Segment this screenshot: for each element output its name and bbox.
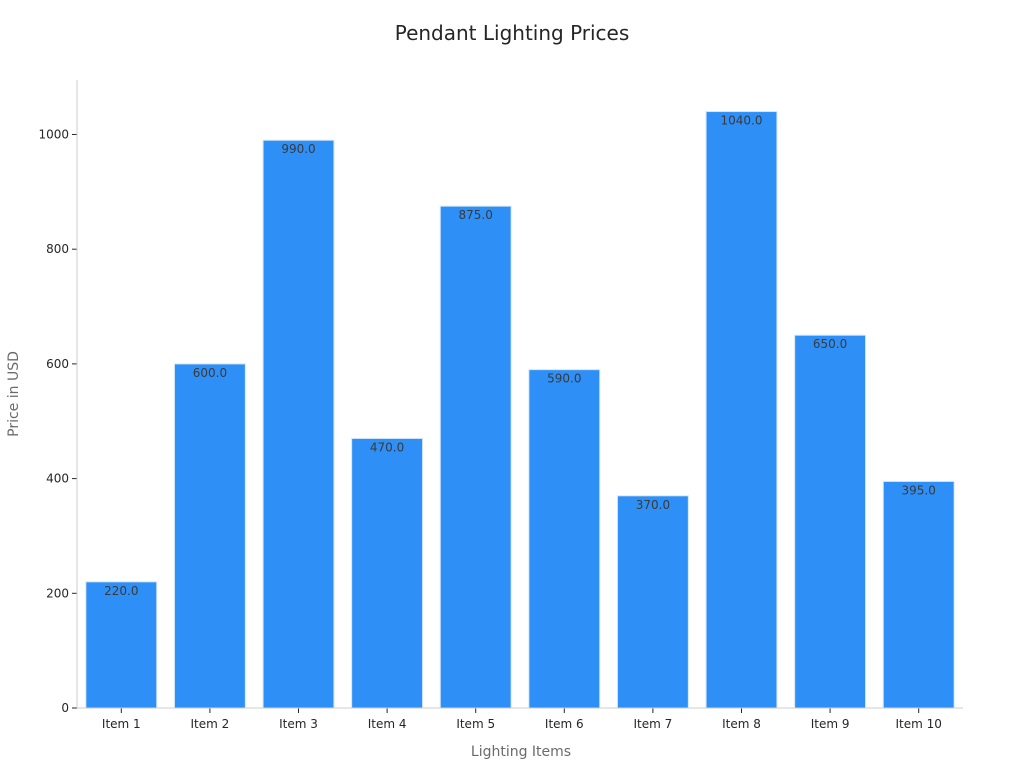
- bar-1: [85, 581, 158, 709]
- bar-2: [173, 363, 246, 709]
- bar-10: [882, 480, 955, 709]
- bar-value-label-7: 370.0: [636, 498, 670, 512]
- y-tick-label-5: 1000: [38, 127, 69, 141]
- bar-8: [705, 111, 778, 709]
- x-tick-label-3: Item 3: [279, 717, 318, 731]
- chart-title: Pendant Lighting Prices: [395, 21, 630, 45]
- y-ticks-group: 0 200 400 600 800 1000: [38, 127, 77, 715]
- y-tick-label-1: 200: [46, 586, 69, 600]
- bar-9: [794, 334, 867, 709]
- bar-value-label-10: 395.0: [902, 483, 936, 497]
- x-tick-label-5: Item 5: [456, 717, 495, 731]
- bar-6: [528, 369, 601, 709]
- bar-value-label-2: 600.0: [193, 366, 227, 380]
- y-tick-label-3: 600: [46, 357, 69, 371]
- x-tick-label-10: Item 10: [895, 717, 941, 731]
- bar-value-label-9: 650.0: [813, 337, 847, 351]
- x-tick-label-9: Item 9: [811, 717, 850, 731]
- bars-group: [85, 111, 955, 709]
- bar-value-label-6: 590.0: [547, 372, 581, 386]
- x-tick-label-4: Item 4: [368, 717, 407, 731]
- x-tick-label-8: Item 8: [722, 717, 761, 731]
- x-tick-label-6: Item 6: [545, 717, 584, 731]
- bar-labels-group: 220.0 600.0 990.0 470.0 875.0 590.0 370.0 1040.…: [104, 114, 936, 598]
- bar-4: [351, 437, 424, 709]
- x-tick-label-1: Item 1: [102, 717, 141, 731]
- bar-5: [439, 205, 512, 709]
- y-tick-label-0: 0: [61, 701, 69, 715]
- x-tick-label-2: Item 2: [191, 717, 230, 731]
- bar-value-label-3: 990.0: [281, 142, 315, 156]
- bar-value-label-8: 1040.0: [721, 114, 763, 128]
- y-tick-label-4: 800: [46, 242, 69, 256]
- bar-value-label-4: 470.0: [370, 440, 404, 454]
- y-axis-label: Price in USD: [6, 351, 22, 437]
- x-axis-label: Lighting Items: [471, 744, 571, 760]
- bar-value-label-1: 220.0: [104, 584, 138, 598]
- x-ticks-group: Item 1 Item 2 Item 3 Item 4 Item 5 Item 6 Item…: [102, 708, 942, 731]
- x-tick-label-7: Item 7: [634, 717, 673, 731]
- bar-3: [262, 139, 335, 709]
- bar-value-label-5: 875.0: [459, 208, 493, 222]
- y-tick-label-2: 400: [46, 472, 69, 486]
- bar-7: [616, 495, 689, 709]
